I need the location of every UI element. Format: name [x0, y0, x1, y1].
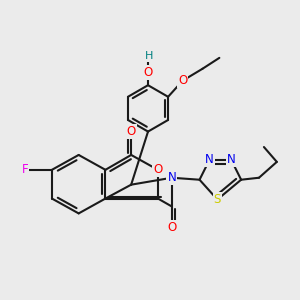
Text: O: O — [143, 66, 153, 79]
Text: N: N — [167, 171, 176, 184]
Text: N: N — [205, 153, 214, 167]
Text: O: O — [153, 163, 163, 176]
Text: S: S — [214, 193, 221, 206]
Text: H: H — [144, 51, 153, 62]
Text: F: F — [22, 163, 28, 176]
Text: O: O — [178, 74, 187, 87]
Text: O: O — [167, 221, 176, 234]
Text: N: N — [227, 153, 236, 167]
Text: O: O — [127, 125, 136, 138]
